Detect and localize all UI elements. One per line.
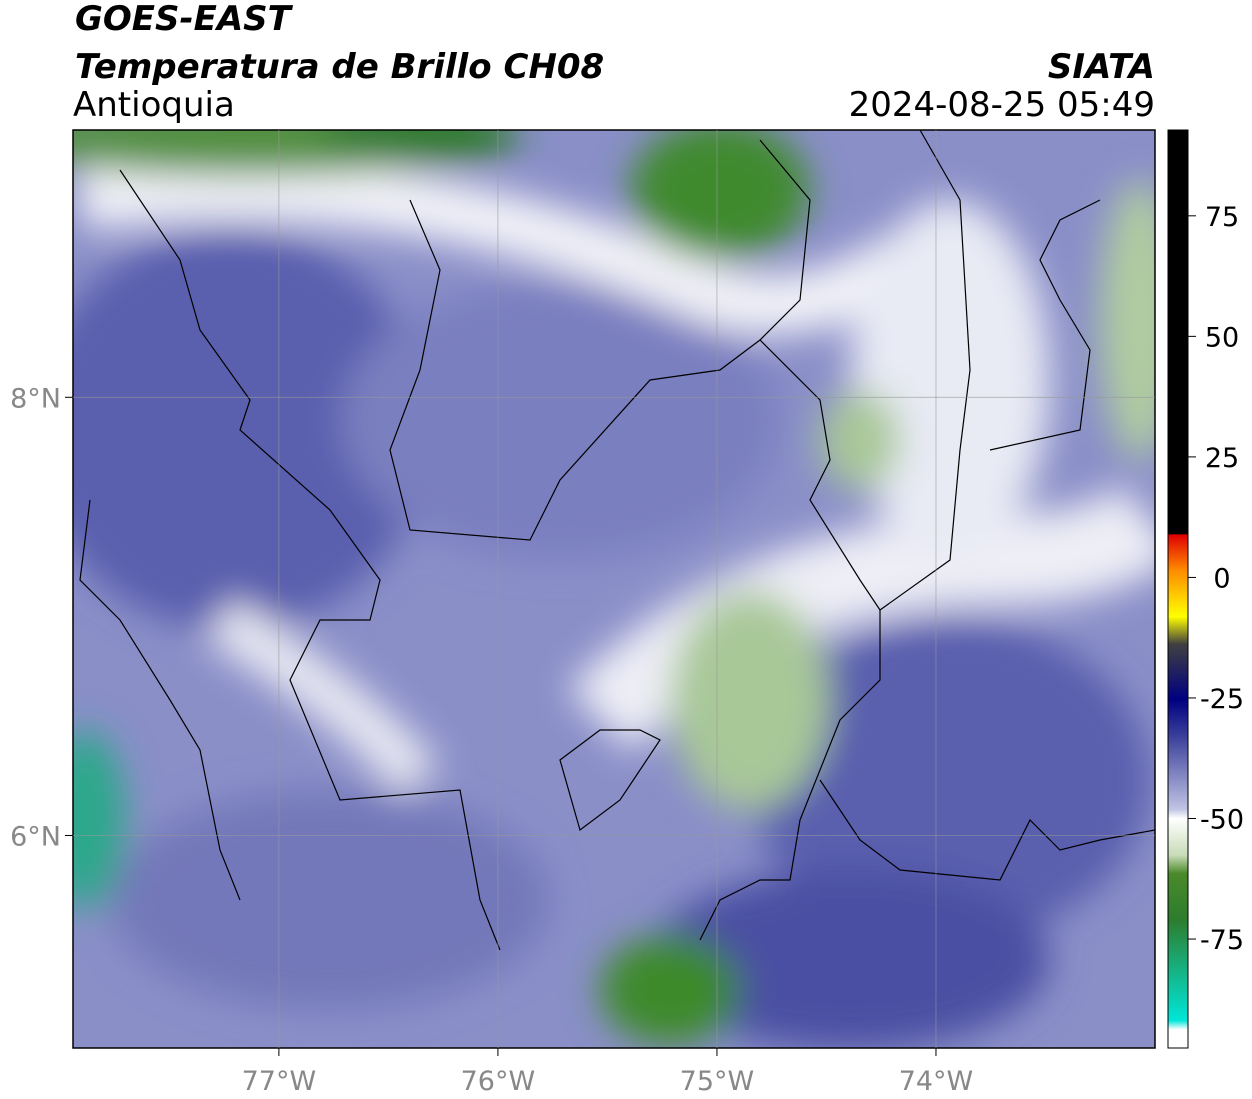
- colorbar-tick-label: -50: [1200, 805, 1244, 836]
- x-tick-label: 75°W: [680, 1066, 755, 1097]
- satellite-image: [73, 130, 1155, 1048]
- satellite: GOES-EAST: [75, 0, 294, 39]
- source: SIATA: [1048, 47, 1155, 87]
- datetime: 2024-08-25 05:49: [849, 85, 1155, 125]
- colorbar-tick-label: -75: [1200, 925, 1244, 956]
- colorbar-tick-label: 25: [1205, 443, 1239, 474]
- colorbar: [1167, 129, 1189, 1049]
- colorbar-tick-label: 0: [1213, 563, 1230, 594]
- map-frame: [72, 129, 1156, 1049]
- colorbar-tick-label: 75: [1205, 202, 1239, 233]
- colorbar-tick-label: 50: [1205, 322, 1239, 353]
- y-tick-label: 6°N: [10, 821, 61, 852]
- x-tick-label: 76°W: [461, 1066, 536, 1097]
- x-tick-label: 77°W: [242, 1066, 317, 1097]
- x-tick-label: 74°W: [899, 1066, 974, 1097]
- y-tick-label: 8°N: [10, 383, 61, 414]
- colorbar-tick-label: -25: [1200, 684, 1244, 715]
- product: Temperatura de Brillo CH08: [75, 47, 604, 87]
- region: Antioquia: [73, 85, 235, 125]
